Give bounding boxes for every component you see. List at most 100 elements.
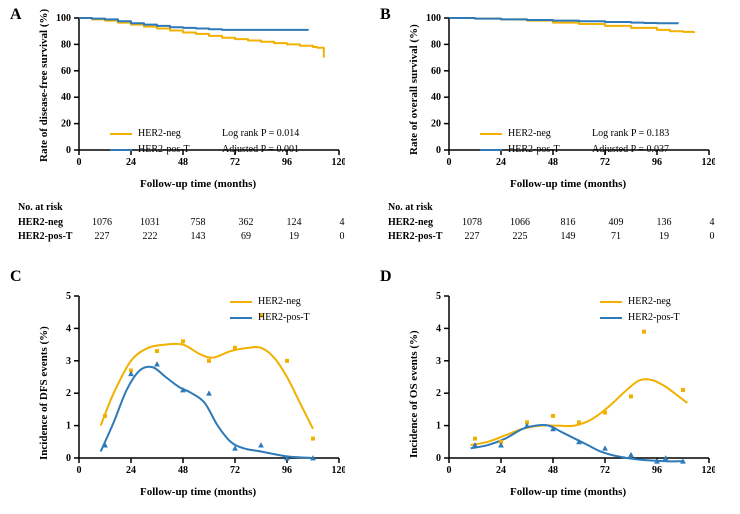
risk-cell: 4 xyxy=(688,217,736,228)
risk-row-a-0: 107610317583621244 xyxy=(78,217,366,228)
risk-cell: 409 xyxy=(592,217,640,228)
legend-c-1: HER2-pos-T xyxy=(230,312,310,323)
svg-text:120: 120 xyxy=(332,465,346,476)
y-axis-title-d: Incidence of OS events (%) xyxy=(408,330,420,458)
svg-text:24: 24 xyxy=(126,465,136,476)
legend-label: HER2-pos-T xyxy=(258,312,310,323)
risk-cell: 69 xyxy=(222,231,270,242)
svg-text:3: 3 xyxy=(436,356,441,367)
risk-row-b-1: 22722514971190 xyxy=(448,231,736,242)
svg-text:120: 120 xyxy=(702,465,716,476)
svg-text:48: 48 xyxy=(178,157,188,168)
svg-text:48: 48 xyxy=(548,465,558,476)
risk-cell: 1031 xyxy=(126,217,174,228)
svg-text:24: 24 xyxy=(496,465,506,476)
svg-text:72: 72 xyxy=(600,157,610,168)
svg-text:60: 60 xyxy=(61,66,71,77)
legend-line-icon xyxy=(110,149,132,151)
risk-label-a-1: HER2-pos-T xyxy=(18,231,72,242)
svg-text:0: 0 xyxy=(77,157,82,168)
risk-cell: 227 xyxy=(78,231,126,242)
svg-text:24: 24 xyxy=(496,157,506,168)
svg-text:1: 1 xyxy=(436,421,441,432)
svg-text:2: 2 xyxy=(436,388,441,399)
risk-cell: 71 xyxy=(592,231,640,242)
risk-cell: 0 xyxy=(688,231,736,242)
legend-c-0: HER2-neg xyxy=(230,296,301,307)
legend-b-1: HER2-pos-T xyxy=(480,144,560,155)
svg-text:2: 2 xyxy=(66,388,71,399)
risk-cell: 124 xyxy=(270,217,318,228)
legend-b-0: HER2-neg xyxy=(480,128,551,139)
legend-label: HER2-pos-T xyxy=(628,312,680,323)
legend-label: HER2-neg xyxy=(508,128,551,139)
svg-text:20: 20 xyxy=(61,119,71,130)
svg-text:0: 0 xyxy=(66,453,71,464)
panel-label-b: B xyxy=(380,6,391,24)
y-axis-title-a: Rate of disease-free survival (%) xyxy=(38,9,50,162)
legend-line-icon xyxy=(230,301,252,303)
stat-a-0: Log rank P = 0.014 xyxy=(222,128,299,139)
risk-row-a-1: 22722214369190 xyxy=(78,231,366,242)
risk-row-b-0: 107810668164091364 xyxy=(448,217,736,228)
svg-text:96: 96 xyxy=(282,157,292,168)
svg-text:5: 5 xyxy=(66,291,71,302)
legend-line-icon xyxy=(600,301,622,303)
chart-svg: 024487296120020406080100 xyxy=(45,12,345,172)
svg-text:48: 48 xyxy=(178,465,188,476)
svg-text:80: 80 xyxy=(61,39,71,50)
risk-label-a-0: HER2-neg xyxy=(18,217,63,228)
risk-header-b: No. at risk xyxy=(388,202,433,213)
svg-text:40: 40 xyxy=(431,92,441,103)
y-axis-title-c: Incidence of DFS events (%) xyxy=(38,326,50,460)
y-axis-title-b: Rate of overall survival (%) xyxy=(408,24,420,155)
svg-text:0: 0 xyxy=(436,453,441,464)
risk-cell: 227 xyxy=(448,231,496,242)
svg-text:96: 96 xyxy=(652,157,662,168)
risk-cell: 758 xyxy=(174,217,222,228)
svg-text:5: 5 xyxy=(436,291,441,302)
svg-text:20: 20 xyxy=(431,119,441,130)
svg-text:40: 40 xyxy=(61,92,71,103)
svg-text:24: 24 xyxy=(126,157,136,168)
svg-text:72: 72 xyxy=(600,465,610,476)
legend-line-icon xyxy=(480,133,502,135)
figure-root: A 024487296120020406080100 Rate of disea… xyxy=(0,0,740,514)
legend-label: HER2-neg xyxy=(258,296,301,307)
svg-text:96: 96 xyxy=(652,465,662,476)
legend-d-0: HER2-neg xyxy=(600,296,671,307)
legend-a-1: HER2-pos-T xyxy=(110,144,190,155)
svg-text:3: 3 xyxy=(66,356,71,367)
chart-svg: 024487296120020406080100 xyxy=(415,12,715,172)
svg-text:96: 96 xyxy=(282,465,292,476)
svg-text:100: 100 xyxy=(56,13,71,24)
legend-label: HER2-pos-T xyxy=(508,144,560,155)
svg-text:4: 4 xyxy=(66,323,71,334)
svg-text:0: 0 xyxy=(436,145,441,156)
stat-b-0: Log rank P = 0.183 xyxy=(592,128,669,139)
legend-line-icon xyxy=(600,317,622,319)
risk-cell: 1066 xyxy=(496,217,544,228)
svg-text:0: 0 xyxy=(77,465,82,476)
risk-cell: 19 xyxy=(640,231,688,242)
risk-cell: 136 xyxy=(640,217,688,228)
risk-cell: 143 xyxy=(174,231,222,242)
legend-d-1: HER2-pos-T xyxy=(600,312,680,323)
svg-text:1: 1 xyxy=(66,421,71,432)
x-axis-title-d: Follow-up time (months) xyxy=(510,486,626,498)
risk-cell: 0 xyxy=(318,231,366,242)
svg-text:72: 72 xyxy=(230,157,240,168)
risk-label-b-0: HER2-neg xyxy=(388,217,433,228)
svg-text:120: 120 xyxy=(332,157,346,168)
x-axis-title-c: Follow-up time (months) xyxy=(140,486,256,498)
stat-a-1: Adjusted P = 0.001 xyxy=(222,144,299,155)
svg-text:72: 72 xyxy=(230,465,240,476)
legend-line-icon xyxy=(480,149,502,151)
risk-label-b-1: HER2-pos-T xyxy=(388,231,442,242)
svg-text:120: 120 xyxy=(702,157,716,168)
panel-label-d: D xyxy=(380,268,392,286)
risk-cell: 1076 xyxy=(78,217,126,228)
svg-text:0: 0 xyxy=(447,157,452,168)
x-axis-title-a: Follow-up time (months) xyxy=(140,178,256,190)
legend-a-0: HER2-neg xyxy=(110,128,181,139)
